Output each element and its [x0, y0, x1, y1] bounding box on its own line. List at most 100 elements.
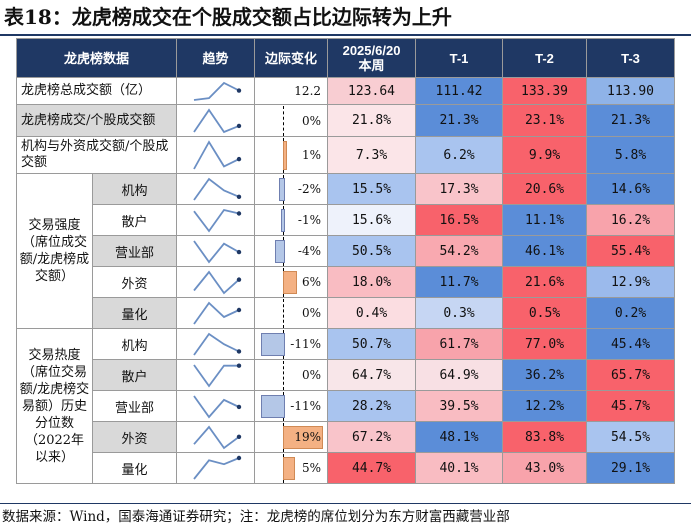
value-t3: 65.7% [586, 359, 676, 391]
margin-value: 6% [301, 275, 322, 289]
figure-title: 表18：龙虎榜成交在个股成交额占比边际转为上升 [4, 5, 452, 29]
margin-value: 12.2 [294, 84, 322, 98]
table-row: 龙虎榜总成交额（亿） 12.2 123.64 111.42 133.39 113.90 [15, 77, 676, 105]
trend-line [193, 456, 240, 480]
table-row: 外资 6% 18.0% 11.7% 21.6% 12.9% [17, 266, 676, 298]
value-current-week: 50.7% [327, 328, 417, 360]
value-t1: 40.1% [415, 452, 504, 484]
header-current-week: 2025/6/20 本周 [327, 38, 417, 78]
value-current-week: 67.2% [327, 421, 417, 453]
trend-line [193, 394, 240, 418]
trend-sparkline [176, 266, 256, 298]
trend-sparkline [176, 136, 256, 174]
value-t2: 12.2% [502, 390, 588, 422]
header-t1: T-1 [415, 38, 504, 78]
trend-line [193, 363, 240, 388]
header-t2: T-2 [502, 38, 588, 78]
row-label: 营业部 [91, 390, 178, 422]
trend-sparkline [176, 452, 256, 484]
trend-sparkline [176, 235, 256, 267]
value-current-week: 44.7% [327, 452, 417, 484]
value-t2: 36.2% [502, 359, 588, 391]
value-current-week: 123.64 [327, 77, 417, 105]
margin-zero-axis [283, 298, 285, 328]
row-label: 散户 [91, 204, 178, 236]
value-t2: 20.6% [502, 173, 588, 205]
margin-value: -1% [297, 213, 322, 227]
table-row: 散户 0% 64.7% 64.9% 36.2% 65.7% [17, 359, 676, 391]
value-current-week: 15.6% [327, 204, 417, 236]
trend-line [193, 177, 240, 201]
value-t2: 21.6% [502, 266, 588, 298]
margin-change-cell: 6% [254, 266, 329, 298]
table-row: 机构与外资成交额/个股成交额 1% 7.3% 6.2% 9.9% 5.8% [15, 136, 676, 174]
value-t2: 9.9% [502, 136, 588, 174]
margin-change-cell: 0% [254, 104, 329, 137]
margin-value: 5% [301, 461, 322, 475]
value-t1: 39.5% [415, 390, 504, 422]
footer-rule [0, 503, 691, 504]
row-label: 机构 [91, 328, 178, 360]
table-row: 营业部 -4% 50.5% 54.2% 46.1% 55.4% [17, 235, 676, 267]
margin-change-cell: 5% [254, 452, 329, 484]
margin-zero-axis [283, 360, 285, 390]
value-t3: 29.1% [586, 452, 676, 484]
margin-bar [283, 456, 296, 480]
dragon-tiger-table: 龙虎榜数据 趋势 边际变化 2025/6/20 本周 T-1 T-2 T-3 龙… [15, 38, 676, 484]
row-label: 外资 [91, 421, 178, 453]
value-t3: 55.4% [586, 235, 676, 267]
trend-sparkline [176, 173, 256, 205]
value-t1: 6.2% [415, 136, 504, 174]
value-current-week: 50.5% [327, 235, 417, 267]
value-t1: 48.1% [415, 421, 504, 453]
trend-last-point [236, 363, 242, 368]
row-label: 机构 [91, 173, 178, 205]
trend-line [193, 270, 240, 294]
trend-last-point [236, 455, 242, 460]
table-row: 交易热度（席位交易额/龙虎榜交易额）历史分位数（2022年以来） 机构 -11% 50… [16, 328, 676, 484]
trend-line [193, 139, 240, 169]
header-trend: 趋势 [176, 38, 256, 78]
trend-last-point [236, 194, 242, 199]
value-current-week: 18.0% [327, 266, 417, 298]
trend-last-point [236, 123, 242, 128]
margin-change-cell: 0% [254, 359, 329, 391]
trend-last-point [236, 210, 242, 216]
value-t2: 46.1% [502, 235, 588, 267]
value-t3: 45.4% [586, 328, 676, 360]
value-t2: 0.5% [502, 297, 588, 329]
margin-bar [283, 140, 288, 170]
trend-line [193, 425, 240, 449]
group-label: 交易强度（席位成交额/龙虎榜成交额） [16, 173, 93, 329]
value-t2: 77.0% [502, 328, 588, 360]
row-label: 营业部 [91, 235, 178, 267]
trend-line [193, 301, 240, 325]
row-label: 量化 [91, 452, 178, 484]
margin-value: -4% [297, 244, 322, 258]
margin-bar [283, 270, 298, 294]
value-t3: 113.90 [586, 77, 676, 105]
value-current-week: 0.4% [327, 297, 417, 329]
row-label: 龙虎榜成交/个股成交额 [15, 104, 178, 137]
margin-value: -2% [297, 182, 322, 196]
value-t3: 21.3% [586, 104, 676, 137]
margin-bar [283, 425, 324, 449]
header-current-week-label: 2025/6/20 本周 [342, 43, 401, 73]
margin-value: 0% [301, 368, 322, 382]
value-t1: 16.5% [415, 204, 504, 236]
margin-bar [275, 239, 286, 263]
table-row: 量化 0% 0.4% 0.3% 0.5% 0.2% [17, 297, 676, 329]
value-t3: 45.7% [586, 390, 676, 422]
trend-sparkline [176, 297, 256, 329]
trend-sparkline [176, 421, 256, 453]
value-current-week: 64.7% [327, 359, 417, 391]
trend-line [193, 208, 240, 233]
margin-value: 0% [301, 306, 322, 320]
value-t1: 21.3% [415, 104, 504, 137]
value-t3: 12.9% [586, 266, 676, 298]
trend-sparkline [176, 204, 256, 236]
table-row: 龙虎榜成交/个股成交额 0% 21.8% 21.3% 23.1% 21.3% [15, 104, 676, 137]
value-t3: 16.2% [586, 204, 676, 236]
value-t3: 54.5% [586, 421, 676, 453]
margin-bar [279, 177, 286, 201]
